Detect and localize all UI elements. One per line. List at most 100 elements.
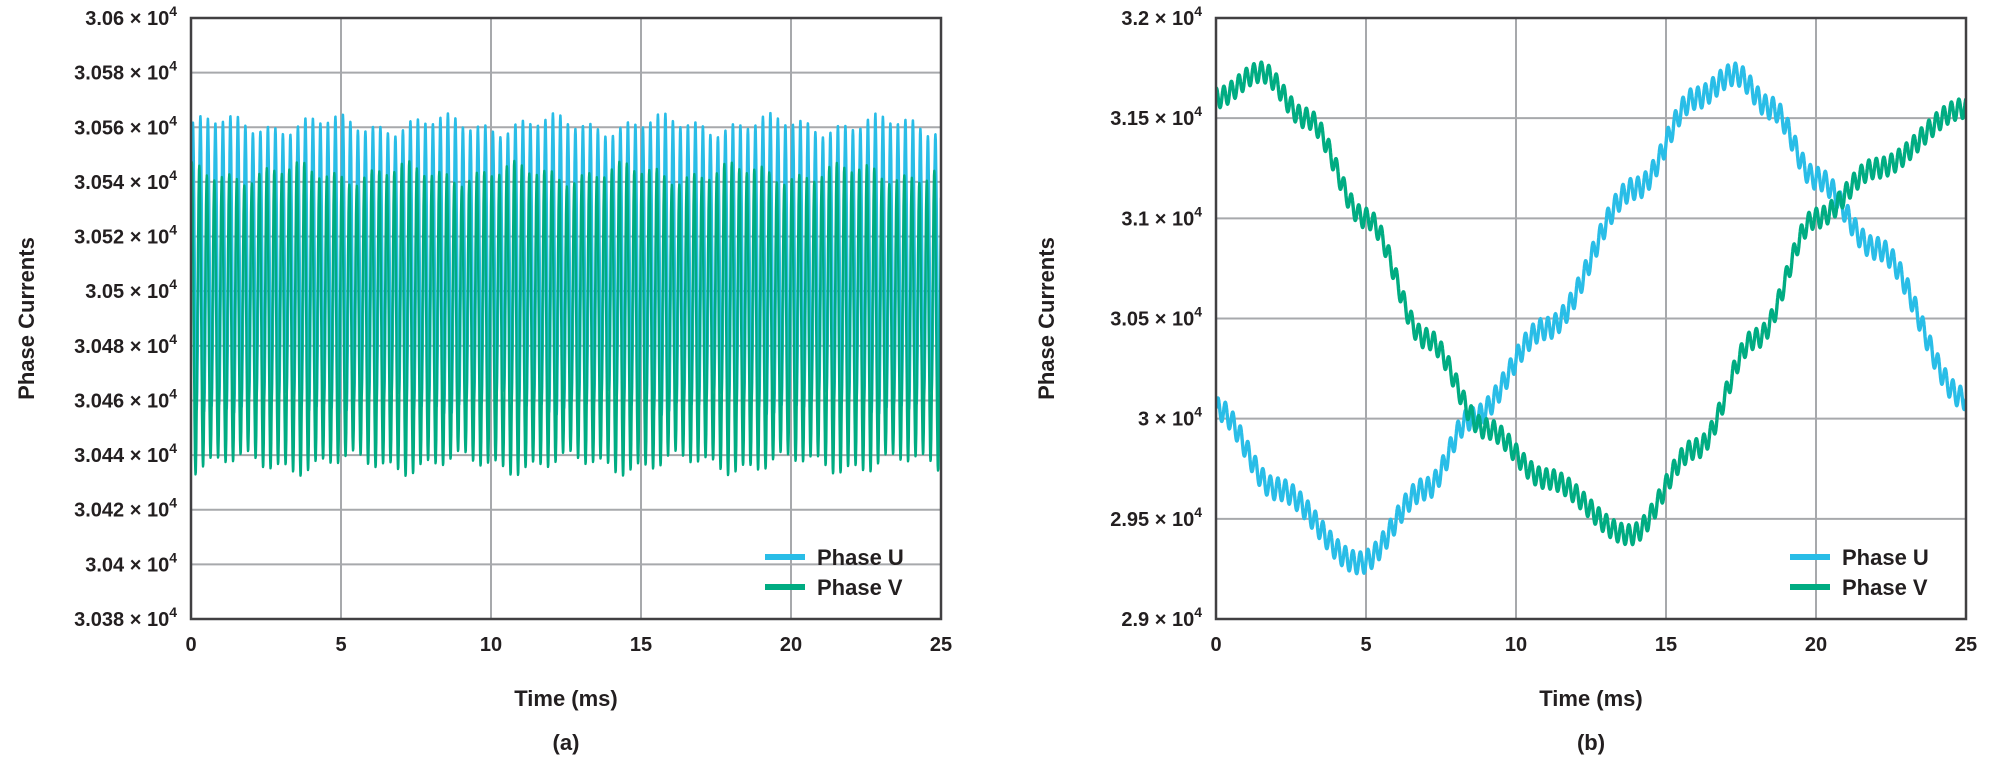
y-tick-base: × 10 (130, 117, 169, 139)
y-tick-exponent: 4 (169, 222, 177, 238)
y-tick-base: × 10 (1155, 609, 1194, 631)
y-tick-label: 3.038 × 104 (74, 604, 177, 631)
y-tick-base: × 10 (130, 8, 169, 30)
x-tick-label: 10 (1505, 634, 1527, 656)
plot-frame (189, 16, 943, 621)
y-tick-label: 3.05 × 104 (85, 276, 177, 303)
y-tick-mantissa: 3.048 (74, 336, 130, 358)
y-tick-label: 2.95 × 104 (1110, 504, 1202, 531)
y-tick-mantissa: 2.95 (1110, 509, 1154, 531)
y-tick-mantissa: 3.042 (74, 500, 130, 522)
x-tick-label: 25 (1955, 634, 1977, 656)
y-tick-mantissa: 3.1 (1121, 208, 1154, 230)
series-phase-v-line (1216, 60, 1966, 547)
y-tick-label: 2.9 × 104 (1121, 604, 1202, 631)
y-tick-mantissa: 3.2 (1121, 8, 1154, 30)
y-tick-mantissa: 3.05 (85, 281, 129, 303)
y-tick-mantissa: 3.056 (74, 117, 130, 139)
y-tick-exponent: 4 (1194, 304, 1202, 320)
y-tick-exponent: 4 (169, 3, 177, 19)
plot-frame (1214, 16, 1968, 621)
y-tick-label: 3.04 × 104 (85, 549, 177, 576)
panel-caption: (b) (1577, 730, 1605, 755)
y-tick-base: × 10 (130, 554, 169, 576)
y-tick-mantissa: 3.04 (85, 554, 129, 576)
x-tick-label: 10 (480, 634, 502, 656)
y-tick-base: × 10 (1155, 108, 1194, 130)
legend-label-phase-u: Phase U (1842, 545, 1929, 570)
y-tick-label: 3.2 × 104 (1121, 3, 1202, 30)
y-tick-label: 3.1 × 104 (1121, 203, 1202, 230)
y-tick-base: × 10 (1155, 309, 1194, 331)
y-tick-label: 3.044 × 104 (74, 440, 177, 467)
legend-label-phase-v: Phase V (1842, 575, 1928, 600)
y-tick-exponent: 4 (169, 58, 177, 74)
x-tick-label: 0 (185, 634, 196, 656)
x-tick-label: 5 (335, 634, 346, 656)
y-tick-exponent: 4 (169, 385, 177, 401)
y-tick-mantissa: 3.044 (74, 445, 130, 467)
y-tick-label: 3.052 × 104 (74, 222, 177, 249)
plot-area (1216, 60, 1966, 576)
y-tick-mantissa: 3 (1138, 409, 1155, 431)
y-tick-base: × 10 (130, 609, 169, 631)
y-tick-mantissa: 3.038 (74, 609, 130, 631)
y-axis-label: Phase Currents (14, 237, 39, 400)
y-tick-mantissa: 3.054 (74, 172, 130, 194)
y-tick-exponent: 4 (169, 440, 177, 456)
y-tick-exponent: 4 (169, 276, 177, 292)
y-tick-label: 3.056 × 104 (74, 112, 177, 139)
legend-label-phase-v: Phase V (817, 575, 903, 600)
y-tick-mantissa: 3.058 (74, 63, 130, 85)
y-tick-exponent: 4 (1194, 203, 1202, 219)
y-tick-exponent: 4 (169, 112, 177, 128)
x-tick-label: 25 (930, 634, 952, 656)
y-tick-mantissa: 3.15 (1110, 108, 1154, 130)
panel-caption: (a) (553, 730, 580, 755)
y-tick-exponent: 4 (169, 495, 177, 511)
y-tick-exponent: 4 (169, 331, 177, 347)
x-tick-label: 5 (1360, 634, 1371, 656)
y-tick-base: × 10 (1155, 409, 1194, 431)
y-tick-label: 3 × 104 (1138, 404, 1202, 431)
y-tick-base: × 10 (130, 63, 169, 85)
x-tick-label: 15 (630, 634, 652, 656)
y-tick-base: × 10 (130, 227, 169, 249)
y-tick-exponent: 4 (169, 549, 177, 565)
series-phase-v-line (191, 159, 941, 477)
x-axis-label: Time (ms) (1539, 686, 1643, 711)
y-tick-exponent: 4 (169, 167, 177, 183)
y-tick-base: × 10 (130, 336, 169, 358)
y-tick-label: 3.06 × 104 (85, 3, 177, 30)
y-tick-label: 3.054 × 104 (74, 167, 177, 194)
y-tick-base: × 10 (1155, 8, 1194, 30)
y-tick-label: 3.058 × 104 (74, 58, 177, 85)
y-tick-exponent: 4 (1194, 604, 1202, 620)
x-tick-label: 20 (780, 634, 802, 656)
y-tick-label: 3.046 × 104 (74, 385, 177, 412)
y-tick-base: × 10 (130, 281, 169, 303)
y-tick-base: × 10 (130, 445, 169, 467)
y-tick-base: × 10 (130, 500, 169, 522)
y-tick-mantissa: 3.046 (74, 390, 130, 412)
y-tick-mantissa: 3.05 (1110, 309, 1154, 331)
y-tick-mantissa: 3.052 (74, 227, 130, 249)
y-tick-base: × 10 (1155, 509, 1194, 531)
y-tick-label: 3.048 × 104 (74, 331, 177, 358)
legend-label-phase-u: Phase U (817, 545, 904, 570)
x-tick-label: 20 (1805, 634, 1827, 656)
y-tick-mantissa: 2.9 (1121, 609, 1154, 631)
x-tick-label: 15 (1655, 634, 1677, 656)
y-tick-exponent: 4 (1194, 3, 1202, 19)
y-tick-label: 3.05 × 104 (1110, 304, 1202, 331)
y-tick-mantissa: 3.06 (85, 8, 129, 30)
y-tick-exponent: 4 (1194, 504, 1202, 520)
y-tick-exponent: 4 (1194, 404, 1202, 420)
y-tick-base: × 10 (130, 172, 169, 194)
y-tick-exponent: 4 (169, 604, 177, 620)
y-axis-label: Phase Currents (1034, 237, 1059, 400)
y-tick-exponent: 4 (1194, 103, 1202, 119)
